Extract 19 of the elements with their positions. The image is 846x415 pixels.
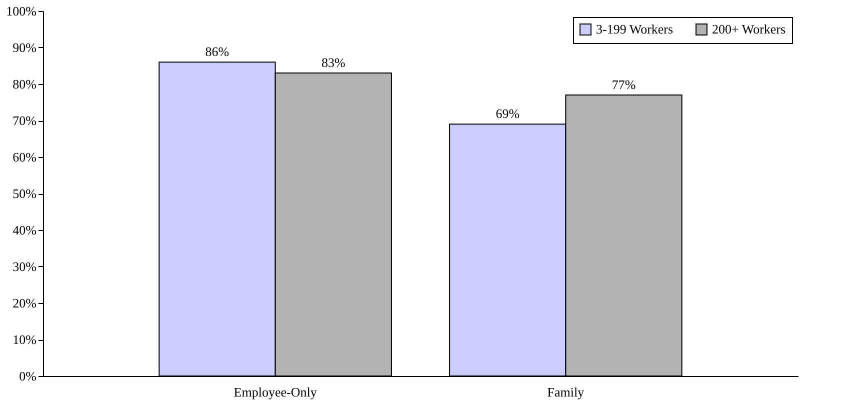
x-tick-label: Family [547, 384, 585, 400]
legend-label: 200+ Workers [712, 22, 786, 37]
data-label: 86% [205, 44, 230, 60]
y-tick-label: 40% [12, 222, 37, 238]
legend-label: 3-199 Workers [596, 22, 674, 37]
y-tick-label: 10% [12, 332, 37, 347]
data-label: 77% [612, 76, 636, 92]
y-tick-label: 0% [19, 368, 37, 384]
y-tick-label: 30% [12, 259, 37, 274]
data-label: 69% [496, 106, 520, 122]
y-tick-label: 80% [12, 76, 37, 92]
y-tick-label: 60% [12, 150, 37, 164]
y-tick-label: 100% [6, 4, 37, 18]
x-tick-label: Employee-Only [234, 384, 318, 400]
y-tick-label: 20% [12, 296, 37, 310]
y-tick-label: 50% [12, 186, 37, 201]
data-label: 83% [321, 55, 346, 70]
y-tick-label: 70% [12, 113, 37, 128]
y-tick-label: 90% [12, 40, 37, 55]
